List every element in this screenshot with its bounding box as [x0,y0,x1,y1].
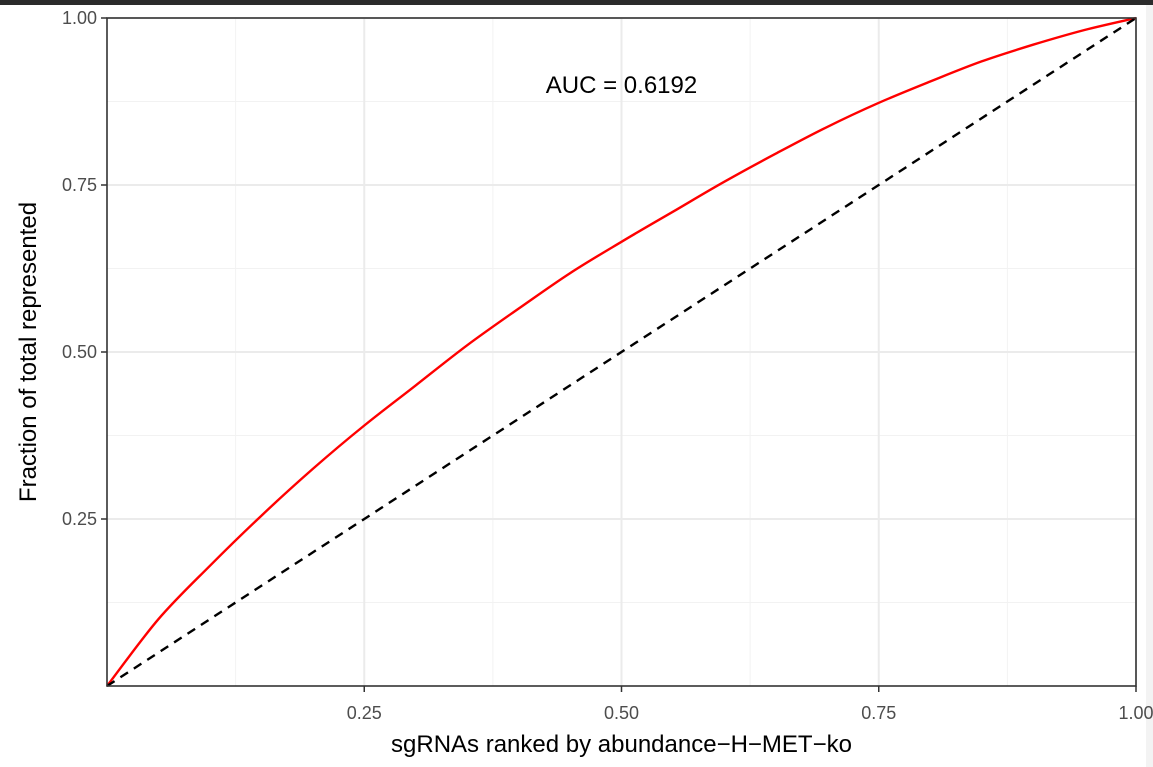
y-tick-label: 0.75 [62,175,97,195]
y-tick-label: 1.00 [62,8,97,28]
y-tick-label: 0.25 [62,509,97,529]
x-tick-label: 0.75 [861,703,896,723]
axis-ticks [101,17,1137,692]
series-layer [106,16,1137,688]
y-tick-labels: 0.25 0.50 0.75 1.00 [62,8,97,529]
window-top-border [0,0,1153,5]
cumulative-fraction-line [106,16,1137,687]
y-axis-title: Fraction of total represented [15,202,42,502]
x-axis-title: sgRNAs ranked by abundance−H−MET−ko [391,731,852,758]
x-tick-label: 0.25 [347,703,382,723]
reference-diagonal-line [106,16,1137,688]
window-right-edge [1146,5,1153,767]
y-tick-label: 0.50 [62,342,97,362]
x-tick-label: 0.50 [604,703,639,723]
auc-annotation: AUC = 0.6192 [546,72,697,99]
x-tick-labels: 0.25 0.50 0.75 1.00 [347,703,1153,723]
x-tick-label: 1.00 [1118,703,1153,723]
